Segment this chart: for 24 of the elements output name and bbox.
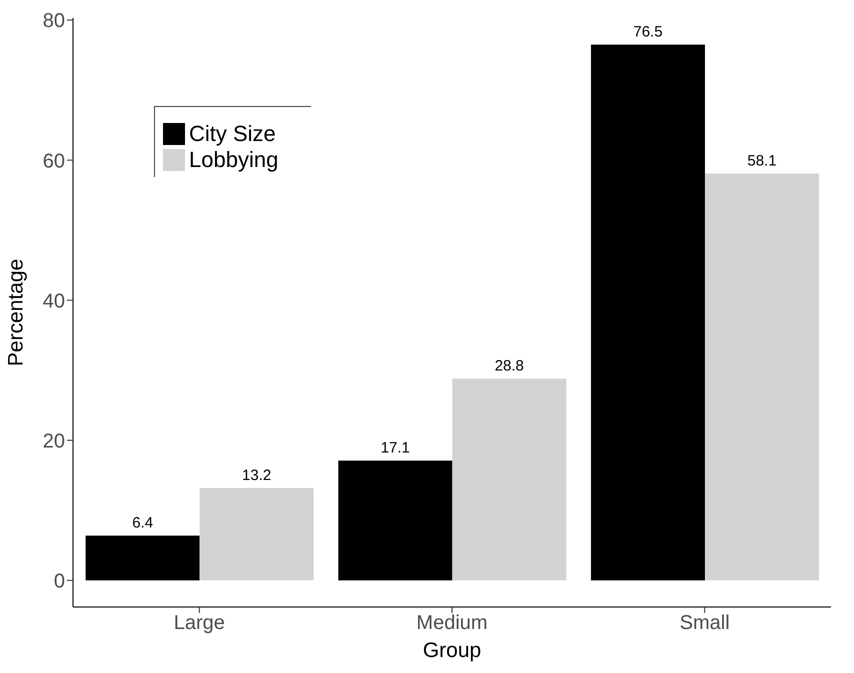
y-tick-label: 20 <box>42 430 65 452</box>
y-axis-title: Percentage <box>4 258 28 366</box>
x-tick-label: Large <box>174 612 225 634</box>
x-tick-label: Medium <box>416 612 488 634</box>
y-tick-label: 0 <box>54 570 65 592</box>
legend-label: City Size <box>189 121 276 147</box>
legend-label: Lobbying <box>189 147 278 173</box>
y-tick-label: 80 <box>42 10 65 32</box>
bar <box>704 173 819 580</box>
bar <box>86 536 200 580</box>
y-tick-label: 40 <box>42 290 65 312</box>
data-label: 13.2 <box>242 466 272 484</box>
y-tick-label: 60 <box>42 150 65 172</box>
x-tick-label: Small <box>680 612 730 634</box>
data-label: 6.4 <box>132 514 154 532</box>
data-label: 28.8 <box>494 358 524 375</box>
data-label: 58.1 <box>747 152 777 170</box>
data-label: 76.5 <box>633 24 663 41</box>
bar <box>200 488 314 580</box>
bar <box>338 460 452 580</box>
data-label: 17.1 <box>380 440 410 457</box>
bar <box>590 44 705 580</box>
bar <box>452 378 566 580</box>
x-axis-title: Group <box>422 639 482 662</box>
